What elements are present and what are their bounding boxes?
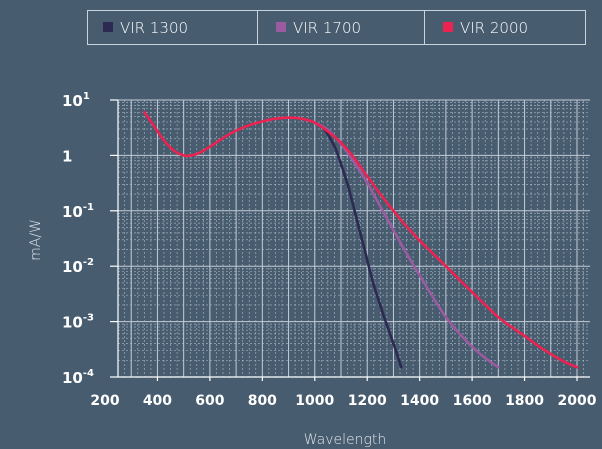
x-tick-label: 1600 <box>453 393 492 409</box>
legend-item-vir-1300: VIR 1300 <box>103 19 188 37</box>
legend-frame <box>87 10 586 45</box>
y-axis-title: mA/W <box>28 219 44 261</box>
x-tick-label: 800 <box>248 393 277 409</box>
y-tick-label: 10-3 <box>62 313 94 332</box>
x-tick-labels: 200 400 600 800 1000 1200 1400 1600 1800 2000 <box>90 393 596 409</box>
legend-swatch-vir-1300 <box>103 22 113 32</box>
legend-swatch-vir-2000 <box>443 22 453 32</box>
y-tick-label: 10-1 <box>62 202 94 221</box>
x-axis-title: Wavelength <box>304 432 387 448</box>
plot-axes <box>110 99 590 381</box>
x-tick-label: 1400 <box>400 393 439 409</box>
x-tick-label: 1200 <box>348 393 387 409</box>
legend-item-vir-2000: VIR 2000 <box>443 19 528 37</box>
legend-label-vir-2000: VIR 2000 <box>460 19 528 37</box>
y-tick-label: 10-2 <box>62 257 94 276</box>
legend-label-vir-1300: VIR 1300 <box>120 19 188 37</box>
legend-label-vir-1700: VIR 1700 <box>293 19 361 37</box>
x-tick-label: 600 <box>195 393 224 409</box>
legend-swatch-vir-1700 <box>276 22 286 32</box>
y-tick-labels: 101 1 10-1 10-2 10-3 10-4 <box>62 91 94 387</box>
x-tick-label: 400 <box>143 393 172 409</box>
plot-series <box>143 110 579 369</box>
legend-item-vir-1700: VIR 1700 <box>276 19 361 37</box>
x-tick-label: 200 <box>90 393 119 409</box>
x-tick-label: 1800 <box>505 393 544 409</box>
y-tick-label: 10-4 <box>62 368 94 387</box>
x-tick-label: 1000 <box>295 393 334 409</box>
series-line-vir-1700 <box>313 121 500 369</box>
plot-grid <box>117 99 590 378</box>
y-tick-label: 1 <box>62 147 72 165</box>
y-tick-label: 101 <box>62 91 90 110</box>
legend: VIR 1300 VIR 1700 VIR 2000 <box>87 10 586 45</box>
series-line-vir-2000 <box>143 110 579 369</box>
x-tick-label: 2000 <box>558 393 597 409</box>
